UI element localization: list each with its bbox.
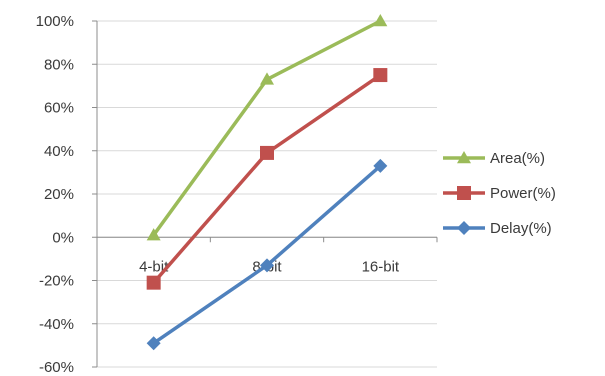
legend-label: Delay(%) [490, 220, 552, 237]
y-tick-label: -20% [39, 273, 74, 290]
legend-marker [457, 151, 471, 164]
y-tick-label: -60% [39, 359, 74, 376]
y-tick-label: 80% [44, 56, 74, 73]
y-tick-labels: 100% 80% 60% 40% 20% 0% -20% -40% -60% [36, 13, 74, 376]
legend-marker [457, 221, 471, 235]
data-point [373, 158, 388, 173]
series-line [152, 73, 382, 284]
legend: Area(%) Power(%) Delay(%) [443, 150, 556, 237]
y-tick-label: 20% [44, 186, 74, 203]
y-tick-label: -40% [39, 316, 74, 333]
series-line [152, 19, 382, 237]
series-lines [146, 14, 388, 351]
series-line [152, 164, 382, 345]
data-point [260, 258, 274, 273]
data-point [373, 68, 388, 83]
legend-label: Area(%) [490, 150, 545, 167]
data-point [260, 145, 274, 160]
data-point [146, 336, 161, 351]
axes [92, 20, 438, 368]
x-tick-label: 16-bit [362, 258, 400, 275]
data-point [146, 275, 161, 290]
legend-label: Power(%) [490, 185, 556, 202]
data-point [373, 14, 388, 27]
y-tick-label: 100% [36, 13, 74, 30]
y-tick-label: 60% [44, 100, 74, 117]
data-point [260, 72, 274, 85]
data-point [146, 228, 161, 241]
y-tick-label: 0% [52, 229, 74, 246]
y-tick-label: 40% [44, 143, 74, 160]
legend-marker [457, 186, 471, 200]
